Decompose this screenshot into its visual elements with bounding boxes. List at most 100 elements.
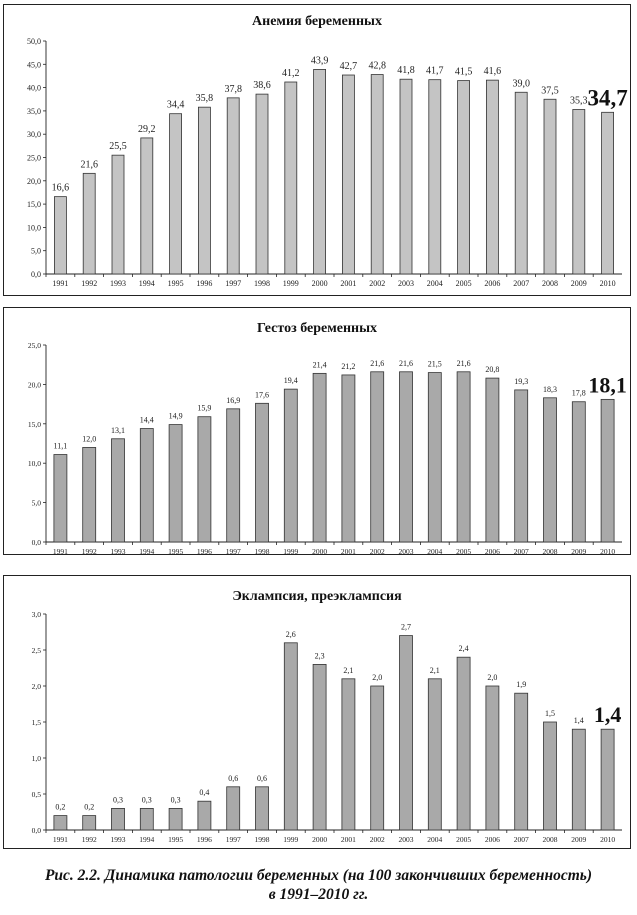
bar — [255, 786, 269, 831]
value-label: 17,8 — [572, 389, 586, 398]
x-tick-label: 1992 — [82, 835, 97, 844]
value-label: 21,4 — [313, 360, 327, 369]
value-label: 38,6 — [253, 80, 271, 91]
caption-line-2: в 1991–2010 гг. — [268, 886, 369, 903]
value-label: 0,3 — [113, 795, 123, 804]
value-label: 25,5 — [109, 141, 127, 152]
bar — [111, 807, 125, 831]
bar — [53, 454, 68, 543]
bar — [601, 111, 614, 275]
anemia-chart-panel: Анемия беременных 0,0 5,0 10,0 15,0 20,0 25,0 3… — [3, 4, 631, 296]
x-tick-label: 2005 — [456, 547, 471, 554]
value-label: 42,7 — [340, 61, 358, 72]
value-label: 21,5 — [428, 360, 442, 369]
bar — [514, 91, 528, 275]
highlight-value-label: 1,4 — [594, 702, 622, 727]
value-label: 2,4 — [459, 644, 469, 653]
value-label: 2,1 — [343, 666, 353, 675]
x-tick-label: 2004 — [427, 835, 442, 844]
x-tick-label: 2010 — [600, 835, 615, 844]
bar — [572, 109, 586, 275]
x-tick-label: 1997 — [226, 547, 241, 554]
chart-title: Анемия беременных — [252, 14, 382, 29]
bar — [197, 800, 212, 831]
x-tick-label: 1991 — [53, 835, 68, 844]
x-tick-label: 2010 — [600, 547, 615, 554]
x-tick-label: 1998 — [255, 835, 270, 844]
x-tick-label: 1999 — [283, 279, 299, 288]
x-tick-label: 1994 — [139, 279, 155, 288]
y-tick-label: 25,0 — [27, 154, 41, 163]
x-tick-label: 1997 — [225, 279, 241, 288]
y-tick-label: 5,0 — [31, 247, 41, 256]
y-tick-label: 3,0 — [32, 610, 42, 619]
bar — [312, 372, 327, 543]
bar — [571, 401, 586, 543]
bar — [139, 428, 154, 543]
value-label: 1,9 — [516, 680, 526, 689]
bar — [485, 685, 500, 831]
x-tick-label: 1992 — [82, 547, 97, 554]
bar — [600, 728, 615, 831]
x-tick-label: 1998 — [255, 547, 270, 554]
y-tick-label: 20,0 — [27, 177, 41, 186]
x-tick-label: 2004 — [427, 547, 442, 554]
x-tick-label: 2010 — [600, 279, 616, 288]
x-tick-label: 2003 — [399, 835, 414, 844]
x-tick-label: 2002 — [370, 547, 385, 554]
value-label: 0,6 — [228, 774, 238, 783]
highlight-value-label: 34,7 — [587, 85, 627, 110]
x-tick-label: 2002 — [369, 279, 385, 288]
bar — [255, 93, 269, 275]
x-tick-label: 2001 — [340, 279, 356, 288]
eclampsia-chart-panel: Эклампсия, преэклампсия 0,0 0,5 1,0 1,5 2,0 2,… — [3, 575, 631, 849]
y-tick-label: 20,0 — [28, 380, 41, 389]
bar — [543, 98, 557, 275]
bar — [370, 685, 385, 831]
bar — [427, 678, 442, 831]
value-label: 34,4 — [167, 100, 185, 111]
value-label: 0,3 — [171, 795, 181, 804]
value-label: 21,6 — [370, 359, 384, 368]
y-tick-label: 2,0 — [32, 682, 42, 691]
value-label: 42,8 — [368, 61, 386, 72]
y-tick-label: 35,0 — [27, 107, 41, 116]
x-tick-label: 1999 — [283, 547, 298, 554]
x-tick-label: 1995 — [168, 279, 184, 288]
x-tick-label: 2000 — [312, 279, 328, 288]
y-tick-label: 25,0 — [28, 341, 41, 350]
bar — [53, 815, 68, 831]
bar — [168, 807, 183, 831]
y-tick-label: 45,0 — [27, 60, 41, 69]
y-tick-label: 0,0 — [32, 826, 42, 835]
y-tick-label: 15,0 — [27, 200, 41, 209]
y-tick-label: 10,0 — [27, 223, 41, 232]
x-tick-label: 2002 — [370, 835, 385, 844]
caption-line-1: Рис. 2.2. Динамика патологии беременных … — [44, 867, 593, 884]
x-tick-label: 1998 — [254, 279, 270, 288]
x-tick-label: 1996 — [196, 279, 212, 288]
value-label: 16,9 — [226, 396, 240, 405]
x-tick-label: 2009 — [571, 279, 587, 288]
y-tick-label: 10,0 — [28, 459, 41, 468]
bar — [600, 398, 615, 543]
bar — [283, 388, 298, 543]
x-tick-label: 1993 — [111, 835, 126, 844]
value-label: 17,6 — [255, 390, 269, 399]
x-tick-label: 1996 — [197, 547, 212, 554]
value-label: 0,3 — [142, 795, 152, 804]
x-tick-label: 2005 — [456, 279, 472, 288]
x-tick-label: 2007 — [514, 547, 529, 554]
bar — [197, 106, 211, 275]
x-tick-label: 1995 — [168, 835, 183, 844]
x-tick-label: 2009 — [571, 547, 586, 554]
value-label: 37,5 — [541, 85, 559, 96]
bar — [399, 371, 413, 543]
y-tick-label: 1,0 — [32, 754, 42, 763]
bar — [514, 389, 529, 543]
x-tick-label: 2009 — [571, 835, 586, 844]
value-label: 29,2 — [138, 124, 156, 135]
value-label: 21,2 — [341, 362, 355, 371]
x-tick-label: 2008 — [543, 547, 558, 554]
bar — [111, 154, 125, 275]
